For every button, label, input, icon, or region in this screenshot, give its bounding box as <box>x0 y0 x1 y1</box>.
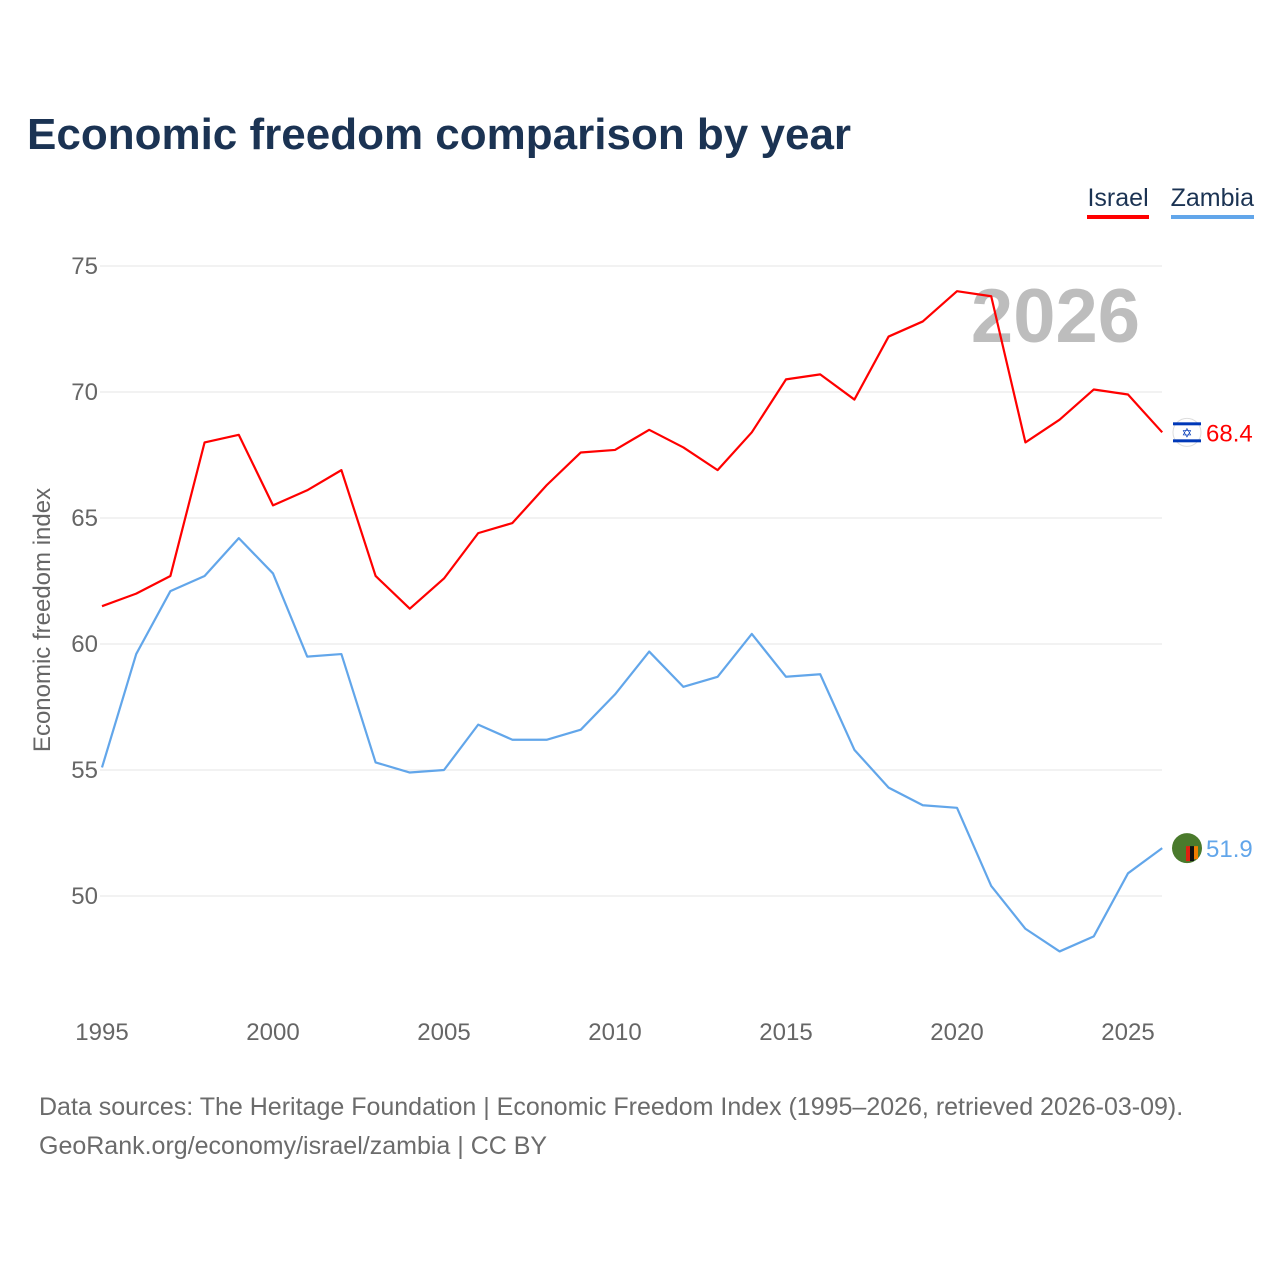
year-watermark: 2026 <box>971 274 1140 359</box>
x-tick-label: 2005 <box>417 1019 470 1046</box>
series-line-zambia <box>100 537 1163 953</box>
y-tick-label: 70 <box>71 379 98 406</box>
israel-flag-icon: ✡ <box>1172 417 1202 447</box>
x-tick-label: 2010 <box>588 1019 641 1046</box>
x-tick-label: 2000 <box>246 1019 299 1046</box>
x-tick-label: 2015 <box>759 1019 812 1046</box>
end-value-label: 68.4 <box>1206 420 1253 447</box>
y-tick-label: 55 <box>71 757 98 784</box>
data-source: Data sources: The Heritage Foundation | … <box>39 1093 1184 1121</box>
svg-text:✡: ✡ <box>1182 425 1193 440</box>
y-tick-label: 75 <box>71 253 98 280</box>
y-axis-label: Economic freedom index <box>29 488 56 752</box>
y-tick-label: 50 <box>71 883 98 910</box>
end-value-label: 51.9 <box>1206 836 1253 863</box>
series-line-israel <box>101 290 1164 610</box>
y-tick-label: 65 <box>71 505 98 532</box>
legend-israel[interactable]: Israel <box>1087 184 1149 219</box>
x-tick-label: 2025 <box>1101 1019 1154 1046</box>
y-tick-label: 60 <box>71 631 98 658</box>
x-tick-label: 1995 <box>75 1019 128 1046</box>
footer: Data sources: The Heritage Foundation | … <box>39 1088 1183 1166</box>
zambia-flag-icon <box>1172 833 1202 864</box>
chart-title: Economic freedom comparison by year <box>27 110 852 159</box>
attribution: GeoRank.org/economy/israel/zambia | CC B… <box>39 1132 548 1160</box>
x-tick-label: 2020 <box>930 1019 983 1046</box>
legend: Israel Zambia <box>1087 184 1254 219</box>
legend-zambia[interactable]: Zambia <box>1170 184 1254 219</box>
